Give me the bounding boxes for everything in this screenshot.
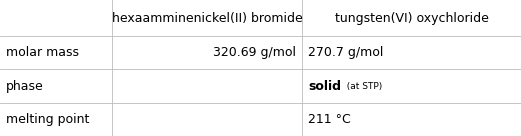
Text: tungsten(VI) oxychloride: tungsten(VI) oxychloride bbox=[334, 12, 489, 24]
Text: hexaamminenickel(II) bromide: hexaamminenickel(II) bromide bbox=[111, 12, 303, 24]
Text: melting point: melting point bbox=[6, 113, 90, 126]
Text: 211 °C: 211 °C bbox=[308, 113, 351, 126]
Text: molar mass: molar mass bbox=[6, 46, 79, 59]
Text: (at STP): (at STP) bbox=[341, 81, 383, 91]
Text: phase: phase bbox=[6, 80, 44, 92]
Text: 270.7 g/mol: 270.7 g/mol bbox=[308, 46, 384, 59]
Text: solid: solid bbox=[308, 80, 341, 92]
Text: 320.69 g/mol: 320.69 g/mol bbox=[213, 46, 296, 59]
